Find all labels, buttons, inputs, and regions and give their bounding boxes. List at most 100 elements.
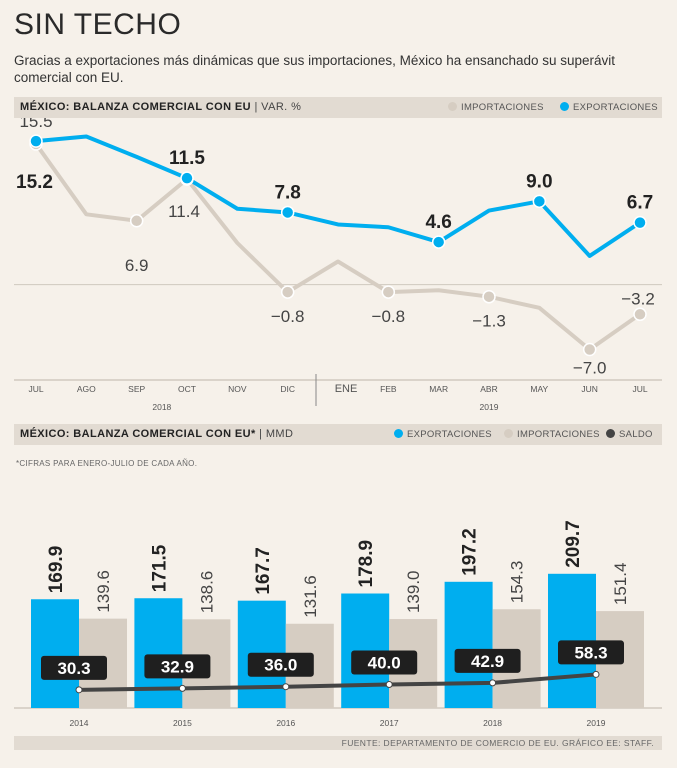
imports-data-label: 11.4 [168, 202, 200, 221]
balance-point [178, 684, 186, 692]
legend-bar-balance-swatch [606, 429, 615, 438]
exports-data-label: 9.0 [526, 171, 552, 192]
exports-bar [134, 598, 183, 708]
exports-bar-label: 171.5 [149, 544, 170, 592]
balance-label-box [144, 654, 211, 679]
exports-data-label: 11.5 [169, 148, 205, 169]
x-tick-label: ABR [480, 384, 497, 394]
balance-label: 40.0 [368, 654, 401, 673]
imports-data-label: −3.2 [621, 289, 655, 308]
page-subtitle: Gracias a exportaciones más dinámicas qu… [14, 53, 616, 85]
x-tick-label: DIC [280, 384, 295, 394]
legend-imports: IMPORTACIONES [448, 102, 544, 113]
legend-imports-swatch [448, 102, 457, 111]
imports-data-label: −1.3 [472, 312, 506, 331]
imports-point [280, 285, 295, 299]
exports-data-label: 15.5 [19, 118, 52, 131]
x-tick-label: 2017 [380, 718, 399, 728]
imports-bar-label: 139.6 [94, 570, 113, 613]
legend-imports-label: IMPORTACIONES [461, 102, 544, 113]
balance-label: 30.3 [57, 659, 90, 678]
x-tick-label: MAY [530, 384, 548, 394]
exports-bar-label: 167.7 [253, 547, 274, 595]
x-tick-label: 2014 [70, 718, 89, 728]
imports-point [633, 307, 647, 322]
bar-chart-title-text: MÉXICO: BALANZA COMERCIAL CON EU* [20, 428, 256, 440]
imports-bar-label: 139.0 [404, 570, 423, 613]
imports-bar-label: 154.3 [508, 561, 527, 604]
bar-chart: 169.9 139.6 2014 171.5 138.6 2015 167.7 131.6 20… [14, 520, 662, 728]
source-text: FUENTE: DEPARTAMENTO DE COMERCIO DE EU. … [341, 738, 654, 748]
imports-point [482, 289, 496, 304]
line-chart-unit: VAR. % [261, 101, 302, 113]
legend-bar-balance-label: SALDO [619, 429, 653, 440]
imports-data-label: 15.2 [16, 172, 53, 193]
balance-label: 36.0 [264, 656, 297, 675]
legend-bar-imports-swatch [504, 429, 513, 438]
line-chart-title-text: MÉXICO: BALANZA COMERCIAL CON EU [20, 101, 251, 113]
legend-exports-label: EXPORTACIONES [573, 102, 658, 113]
bar-chart-unit: MMD [265, 428, 294, 440]
year-label: 2018 [152, 402, 171, 412]
balance-label-box [41, 655, 107, 680]
exports-line [35, 134, 642, 258]
x-tick-label: OCT [178, 384, 196, 394]
exports-point [280, 205, 295, 220]
exports-bar-label: 197.2 [460, 528, 481, 576]
exports-bar [31, 599, 79, 708]
legend-bar-imports: IMPORTACIONES [504, 429, 600, 440]
x-tick-label: NOV [228, 384, 247, 394]
legend-bar-balance: SALDO [606, 429, 653, 440]
balance-point [282, 683, 290, 691]
imports-bar-label: 131.6 [301, 575, 320, 618]
balance-label-box [351, 650, 418, 675]
legend-bar-exports-label: EXPORTACIONES [407, 429, 492, 440]
x-tick-label: MAR [429, 384, 448, 394]
exports-bar-label: 169.9 [46, 546, 67, 594]
exports-point [29, 134, 43, 148]
x-tick-label: 2018 [483, 718, 502, 728]
x-tick-label: 2019 [587, 718, 606, 728]
exports-point [633, 215, 647, 230]
imports-bar-label: 151.4 [611, 563, 630, 606]
x-tick-label: 2015 [173, 718, 192, 728]
x-tick-label: 2016 [276, 718, 295, 728]
imports-data-label: −0.8 [372, 307, 406, 326]
imports-bar-label: 138.6 [197, 571, 216, 614]
x-tick-label: SEP [128, 384, 145, 394]
balance-label-box [247, 652, 314, 677]
exports-point [532, 194, 547, 209]
legend-exports-swatch [560, 102, 569, 111]
exports-bar-label: 178.9 [356, 540, 377, 588]
exports-data-label: 7.8 [274, 182, 300, 203]
x-tick-label: JUN [581, 384, 598, 394]
exports-point [180, 171, 194, 185]
exports-bar [444, 581, 493, 708]
exports-bar-label: 209.7 [563, 520, 584, 568]
balance-point [75, 686, 83, 694]
balance-point [385, 681, 393, 688]
legend-bar-imports-label: IMPORTACIONES [517, 429, 600, 440]
balance-label-box [558, 640, 624, 665]
line-chart-header: MÉXICO: BALANZA COMERCIAL CON EU | VAR. … [14, 97, 662, 118]
balance-label-box [454, 648, 521, 673]
legend-bar-exports-swatch [394, 429, 403, 438]
x-tick-label: ENE [335, 383, 358, 395]
x-tick-label: FEB [380, 384, 397, 394]
page-title: SIN TECHO [14, 8, 182, 41]
bar-chart-note: *CIFRAS PARA ENERO-JULIO DE CADA AÑO. [16, 459, 198, 468]
exports-data-label: 6.7 [627, 193, 653, 214]
balance-label: 32.9 [161, 657, 194, 676]
exports-data-label: 4.6 [425, 212, 451, 233]
imports-point [582, 342, 597, 357]
source-strip: FUENTE: DEPARTAMENTO DE COMERCIO DE EU. … [14, 736, 662, 750]
imports-data-label: −0.8 [271, 307, 305, 326]
line-chart: 15.2 6.9 11.4 −0.8 −0.8 −1.3 −7.0 −3.2 15.5 11.5 7… [14, 118, 662, 412]
year-label: 2019 [480, 402, 499, 412]
x-tick-label: AGO [77, 384, 96, 394]
x-tick-label: JUL [28, 384, 43, 394]
bar-chart-title: MÉXICO: BALANZA COMERCIAL CON EU* | MMD [20, 428, 294, 440]
bar-chart-header: MÉXICO: BALANZA COMERCIAL CON EU* | MMD … [14, 424, 662, 445]
balance-label: 42.9 [471, 652, 504, 671]
legend-exports: EXPORTACIONES [560, 102, 658, 113]
